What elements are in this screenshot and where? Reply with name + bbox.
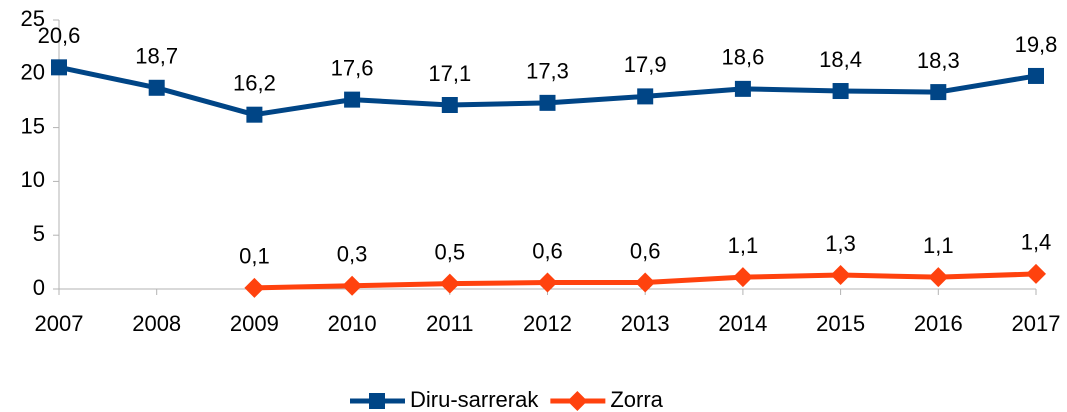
data-label: 20,6 bbox=[38, 23, 81, 48]
data-label: 17,3 bbox=[526, 59, 569, 84]
data-point bbox=[732, 267, 753, 288]
y-tick-label: 20 bbox=[21, 60, 45, 85]
legend-marker bbox=[369, 393, 385, 409]
x-tick-label: 2013 bbox=[621, 311, 670, 336]
data-label: 17,6 bbox=[331, 55, 374, 80]
x-tick-label: 2010 bbox=[328, 311, 377, 336]
x-tick-label: 2014 bbox=[718, 311, 767, 336]
legend-label: Zorra bbox=[610, 387, 663, 412]
data-point bbox=[537, 272, 558, 293]
data-point bbox=[51, 59, 67, 76]
data-point bbox=[439, 273, 460, 294]
data-point bbox=[734, 80, 751, 97]
data-point bbox=[928, 267, 949, 288]
y-tick-label: 15 bbox=[21, 113, 45, 138]
data-label: 0,6 bbox=[532, 238, 563, 263]
data-point bbox=[832, 83, 849, 100]
x-tick-label: 2011 bbox=[426, 311, 473, 336]
data-point bbox=[830, 265, 851, 286]
x-tick-label: 2015 bbox=[816, 311, 865, 336]
data-point bbox=[148, 79, 165, 96]
data-label: 0,3 bbox=[337, 242, 368, 267]
legend-label: Diru-sarrerak bbox=[410, 387, 539, 412]
x-tick-label: 2007 bbox=[35, 311, 84, 336]
legend-marker bbox=[567, 391, 588, 411]
data-point bbox=[637, 88, 654, 105]
data-label: 17,1 bbox=[428, 61, 471, 86]
data-point bbox=[244, 277, 265, 298]
data-point bbox=[342, 275, 363, 296]
data-label: 18,7 bbox=[135, 44, 178, 69]
data-point bbox=[539, 94, 556, 111]
data-label: 16,2 bbox=[233, 71, 276, 96]
x-tick-label: 2012 bbox=[523, 311, 572, 336]
x-tick-label: 2009 bbox=[230, 311, 279, 336]
data-label: 18,6 bbox=[721, 45, 764, 70]
y-tick-label: 0 bbox=[33, 275, 45, 300]
data-label: 17,9 bbox=[624, 52, 667, 77]
data-point bbox=[635, 272, 656, 293]
y-tick-label: 25 bbox=[21, 6, 45, 31]
y-tick-label: 5 bbox=[33, 221, 45, 246]
data-point bbox=[344, 91, 361, 108]
data-label: 1,1 bbox=[923, 233, 954, 258]
data-label: 18,4 bbox=[819, 47, 862, 72]
x-tick-label: 2008 bbox=[132, 311, 181, 336]
x-tick-label: 2017 bbox=[1012, 311, 1061, 336]
data-label: 0,6 bbox=[630, 238, 661, 263]
data-label: 0,1 bbox=[239, 244, 270, 269]
data-label: 0,5 bbox=[435, 239, 466, 264]
data-label: 1,3 bbox=[825, 231, 856, 256]
data-point bbox=[1028, 67, 1044, 84]
data-point bbox=[1026, 263, 1046, 284]
data-point bbox=[246, 106, 263, 123]
x-tick-label: 2016 bbox=[914, 311, 963, 336]
data-point bbox=[930, 84, 947, 101]
y-tick-label: 10 bbox=[21, 167, 45, 192]
data-point bbox=[441, 97, 458, 114]
data-label: 18,3 bbox=[917, 48, 960, 73]
data-label: 1,4 bbox=[1021, 230, 1052, 255]
data-label: 1,1 bbox=[728, 233, 759, 258]
data-label: 19,8 bbox=[1015, 32, 1058, 57]
